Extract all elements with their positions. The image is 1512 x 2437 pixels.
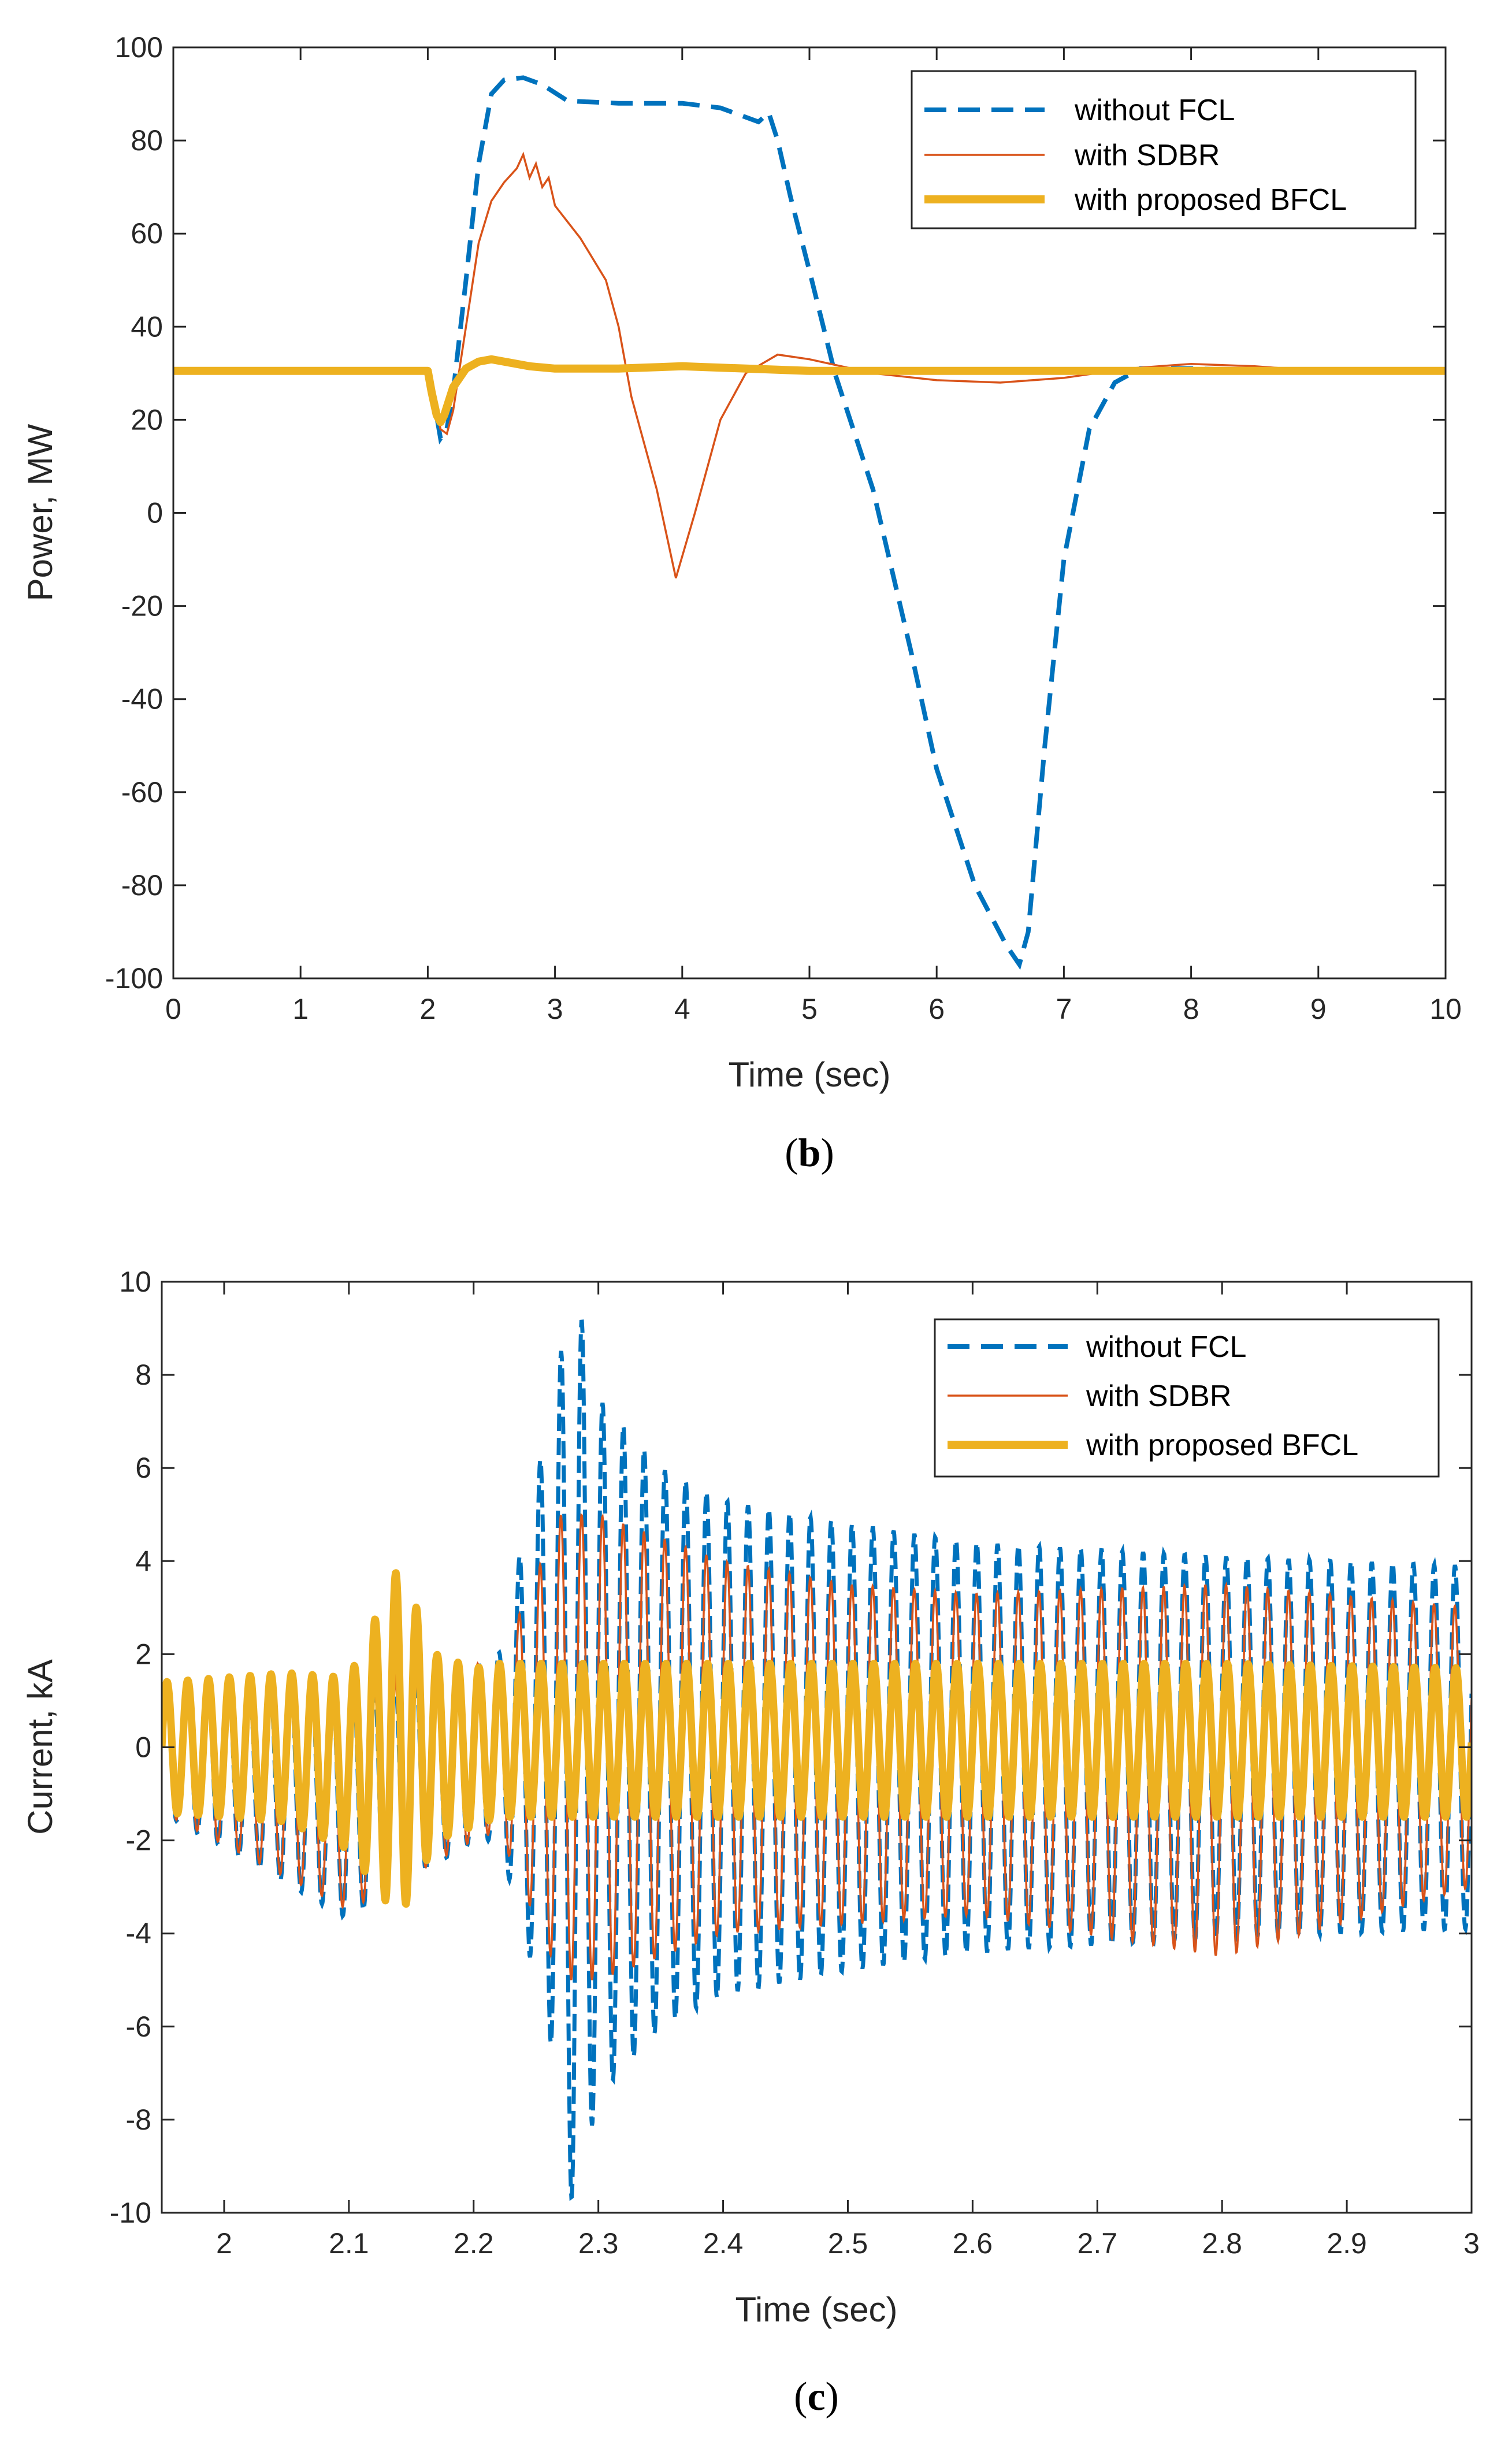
chart-b-x-tick-label: 3 bbox=[547, 993, 563, 1025]
chart-b-y-axis-label: Power, MW bbox=[21, 424, 60, 601]
chart-b-x-tick-label: 2 bbox=[419, 993, 436, 1025]
chart-b-y-tick-label: -40 bbox=[121, 683, 163, 715]
chart-b-y-tick-label: 20 bbox=[131, 403, 163, 436]
chart-b-axes: 0 1 2 3 4 5 6 7 8 9 10 -100 -80 -60 -40 -20 0 20 40 60 80 100 bbox=[105, 31, 1462, 1025]
chart-b-x-axis-label: Time (sec) bbox=[728, 1055, 890, 1094]
chart-c-legend-label-with-sdbr: with SDBR bbox=[1086, 1379, 1231, 1413]
chart-b-x-tick-label: 7 bbox=[1056, 993, 1072, 1025]
chart-c-x-tick-label: 2.6 bbox=[953, 2227, 993, 2260]
chart-b-y-tick-label: 40 bbox=[131, 310, 163, 343]
chart-b-caption-open: ( bbox=[785, 1131, 798, 1175]
chart-c-x-axis-label: Time (sec) bbox=[735, 2290, 897, 2329]
chart-c-x-tick-label: 2.9 bbox=[1327, 2227, 1367, 2260]
chart-c-x-tick-label: 2.3 bbox=[578, 2227, 619, 2260]
chart-c-caption-letter: c bbox=[807, 2375, 825, 2419]
chart-c-y-tick-label: 6 bbox=[135, 1452, 151, 1484]
chart-b-x-tick-label: 10 bbox=[1429, 993, 1462, 1025]
chart-c-axes: 2 2.1 2.2 2.3 2.4 2.5 2.6 2.7 2.8 2.9 3 -10 -8 -6 -4 -2… bbox=[110, 1266, 1480, 2260]
chart-c-x-tick-label: 2.7 bbox=[1078, 2227, 1118, 2260]
chart-c-caption-close: ) bbox=[826, 2375, 839, 2419]
chart-b-caption-letter: b bbox=[798, 1131, 821, 1175]
chart-b-x-tick-label: 0 bbox=[165, 993, 181, 1025]
chart-c-x-tick-label: 3 bbox=[1463, 2227, 1480, 2260]
chart-c-caption: (c) bbox=[794, 2375, 839, 2419]
chart-b-series-with-sdbr bbox=[173, 151, 1446, 578]
chart-b-y-tick-label: -60 bbox=[121, 776, 163, 808]
chart-c-y-tick-label: 4 bbox=[135, 1545, 151, 1577]
chart-c-y-tick-label: 8 bbox=[135, 1359, 151, 1391]
chart-b-x-tick-label: 5 bbox=[801, 993, 818, 1025]
chart-b-legend-label-without-fcl: without FCL bbox=[1074, 94, 1235, 127]
chart-c: 2 2.1 2.2 2.3 2.4 2.5 2.6 2.7 2.8 2.9 3 -10 -8 -6 -4 -2… bbox=[21, 1266, 1480, 2419]
chart-b-series bbox=[173, 75, 1446, 970]
chart-b-legend: without FCL with SDBR with proposed BFCL bbox=[911, 70, 1417, 229]
chart-c-series bbox=[162, 1319, 1472, 2201]
chart-b-y-tick-label: 100 bbox=[115, 31, 163, 64]
chart-c-legend: without FCL with SDBR with proposed BFCL bbox=[934, 1318, 1440, 1478]
chart-c-y-tick-label: -2 bbox=[126, 1824, 151, 1857]
chart-b-y-tick-label: -80 bbox=[121, 869, 163, 902]
chart-c-x-tick-label: 2.4 bbox=[703, 2227, 744, 2260]
chart-c-x-tick-label: 2.5 bbox=[828, 2227, 868, 2260]
chart-b-y-tick-label: 80 bbox=[131, 124, 163, 157]
chart-c-y-tick-label: 0 bbox=[135, 1731, 151, 1764]
chart-b-y-tick-label: -20 bbox=[121, 590, 163, 622]
chart-b-y-tick-label: -100 bbox=[105, 962, 163, 995]
chart-b-x-tick-label: 1 bbox=[292, 993, 309, 1025]
chart-c-y-tick-label: -4 bbox=[126, 1917, 151, 1950]
chart-c-y-axis-label: Current, kA bbox=[21, 1659, 60, 1834]
chart-b-x-tick-label: 9 bbox=[1310, 993, 1327, 1025]
chart-b-y-tick-label: 0 bbox=[147, 497, 163, 529]
chart-b-legend-label-with-sdbr: with SDBR bbox=[1074, 139, 1220, 172]
chart-c-x-tick-label: 2.1 bbox=[329, 2227, 369, 2260]
chart-c-y-tick-label: -8 bbox=[126, 2104, 151, 2136]
chart-b-series-with-proposed-bfcl bbox=[173, 355, 1446, 426]
chart-c-series-with-proposed-bfcl bbox=[162, 1569, 1472, 1908]
chart-b-caption: (b) bbox=[785, 1131, 834, 1175]
chart-b-x-tick-label: 4 bbox=[674, 993, 690, 1025]
chart-c-legend-label-without-fcl: without FCL bbox=[1086, 1330, 1246, 1364]
chart-c-x-tick-label: 2.2 bbox=[454, 2227, 494, 2260]
chart-c-y-tick-label: -6 bbox=[126, 2011, 151, 2043]
chart-b: 0 1 2 3 4 5 6 7 8 9 10 -100 -80 -60 -40 -20 0 20 40 60 80 100… bbox=[21, 31, 1462, 1175]
chart-c-y-tick-label: 2 bbox=[135, 1638, 151, 1670]
chart-c-legend-label-with-proposed-bfcl: with proposed BFCL bbox=[1086, 1429, 1358, 1462]
chart-b-x-tick-label: 8 bbox=[1183, 993, 1199, 1025]
chart-c-x-tick-label: 2 bbox=[216, 2227, 232, 2260]
chart-c-x-tick-label: 2.8 bbox=[1202, 2227, 1242, 2260]
chart-c-y-tick-label: -10 bbox=[110, 2197, 151, 2229]
chart-b-legend-label-with-proposed-bfcl: with proposed BFCL bbox=[1074, 183, 1347, 217]
chart-c-caption-open: ( bbox=[794, 2375, 807, 2419]
chart-c-y-tick-label: 10 bbox=[119, 1266, 151, 1298]
chart-b-y-tick-label: 60 bbox=[131, 217, 163, 250]
chart-b-series-without-fcl bbox=[173, 75, 1446, 970]
chart-b-caption-close: ) bbox=[820, 1131, 834, 1175]
chart-b-x-tick-label: 6 bbox=[928, 993, 945, 1025]
